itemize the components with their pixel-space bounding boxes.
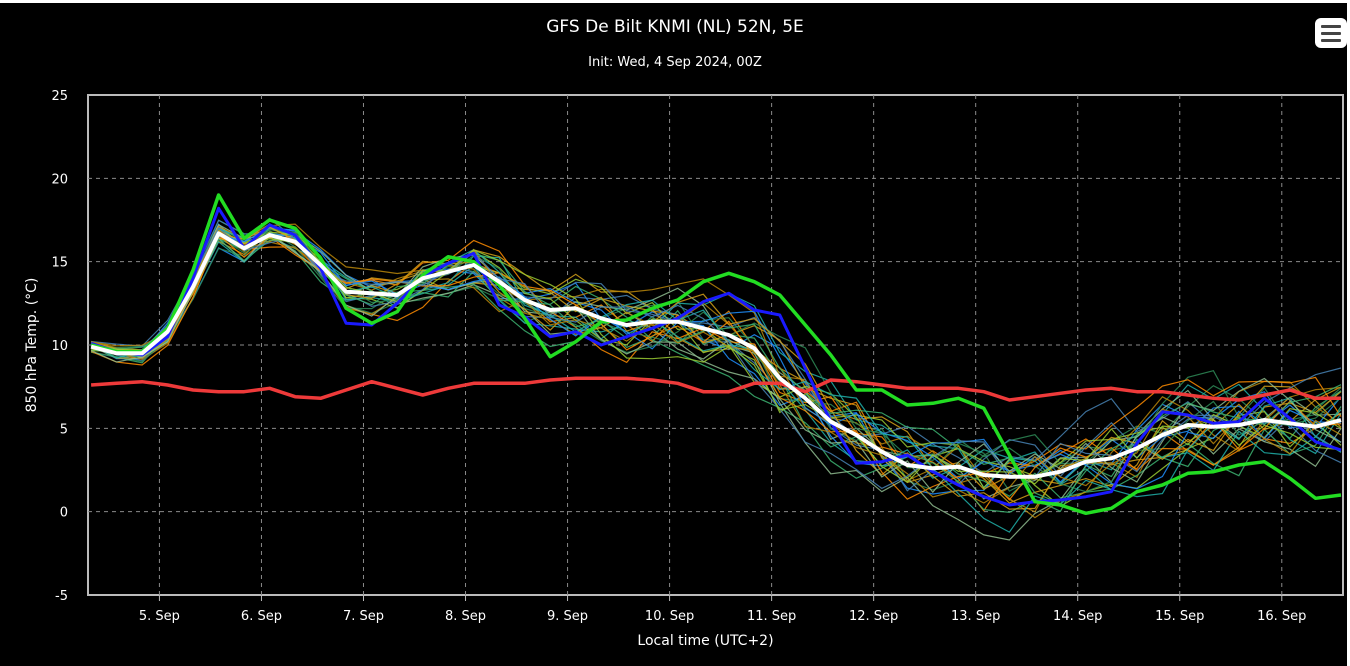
y-tick-label: 5 — [60, 422, 68, 437]
ensemble-member-line — [91, 228, 1342, 514]
x-tick-label: 8. Sep — [445, 609, 486, 624]
x-tick-label: 5. Sep — [139, 609, 180, 624]
x-tick-label: 6. Sep — [241, 609, 282, 624]
x-tick-label: 9. Sep — [547, 609, 588, 624]
hamburger-menu-icon-bar — [1321, 38, 1341, 42]
ensemble-member-line — [90, 228, 1342, 493]
y-tick-label: 15 — [51, 256, 68, 271]
ensemble-member-line — [90, 225, 1342, 513]
operational-run-line — [90, 206, 1342, 507]
x-tick-label: 14. Sep — [1053, 609, 1102, 624]
y-tick-label: 20 — [51, 172, 68, 187]
x-tick-label: 15. Sep — [1155, 609, 1204, 624]
y-tick-label: 0 — [60, 506, 68, 521]
x-tick-label: 16. Sep — [1257, 609, 1306, 624]
ensemble-member-line — [90, 232, 1342, 494]
x-tick-label: 13. Sep — [951, 609, 1000, 624]
chart-title: GFS De Bilt KNMI (NL) 52N, 5E — [546, 17, 804, 37]
x-tick-label: 7. Sep — [343, 609, 384, 624]
chart-menu-button[interactable] — [1315, 18, 1347, 48]
ensemble-member-line — [91, 223, 1342, 504]
ensemble-member-line — [91, 231, 1342, 508]
x-tick-label: 11. Sep — [747, 609, 796, 624]
hamburger-menu-icon — [1321, 24, 1341, 28]
hamburger-menu-icon-bar — [1321, 31, 1341, 35]
y-tick-label: 25 — [51, 89, 68, 104]
x-tick-label: 12. Sep — [849, 609, 898, 624]
ensemble-member-line — [90, 217, 1342, 533]
ensemble-member-line — [90, 226, 1342, 510]
ensemble-member-line — [90, 232, 1342, 483]
y-tick-label: 10 — [51, 339, 68, 354]
y-tick-label: -5 — [55, 589, 68, 604]
x-axis-title: Local time (UTC+2) — [637, 633, 773, 649]
ensemble-member-line — [90, 232, 1342, 519]
ensemble-member-line — [90, 223, 1342, 504]
climatology-line — [90, 376, 1341, 402]
ensemble-mean-line — [90, 231, 1342, 479]
x-tick-label: 10. Sep — [645, 609, 694, 624]
control-run-line — [90, 193, 1342, 516]
y-axis-title: 850 hPa Temp. (°C) — [24, 278, 40, 413]
chart-subtitle: Init: Wed, 4 Sep 2024, 00Z — [588, 55, 762, 70]
ensemble-member-line — [90, 226, 1342, 499]
ensemble-member-line — [90, 236, 1342, 492]
